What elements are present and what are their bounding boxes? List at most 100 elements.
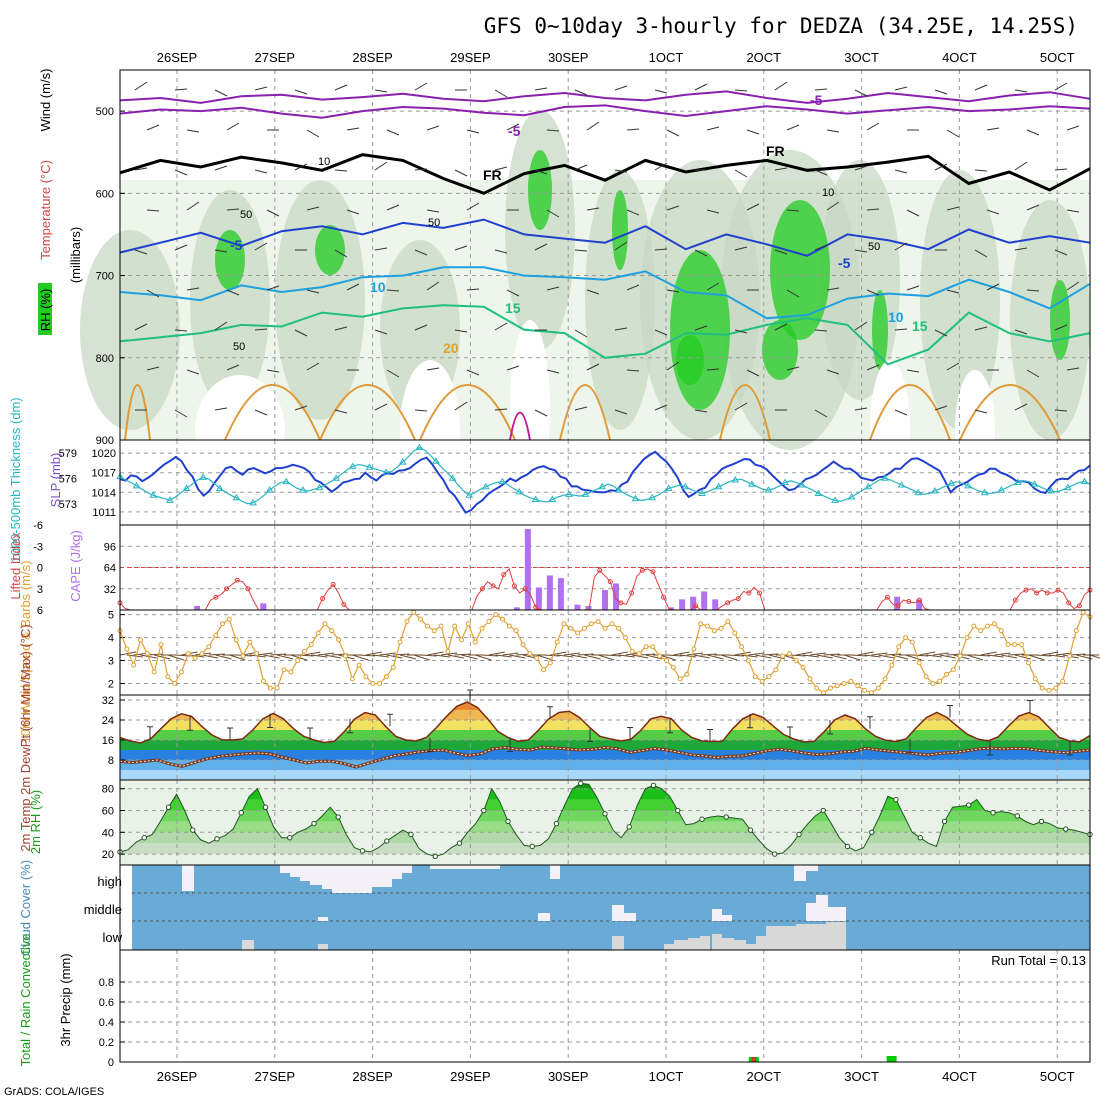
wind-speed-marker	[971, 623, 977, 629]
wind-barb	[986, 127, 1000, 131]
wind-barb	[826, 201, 840, 211]
wind-speed-marker	[677, 676, 683, 682]
wind-barb	[294, 405, 308, 411]
date-label-top: 29SEP	[450, 50, 490, 65]
cloud-high-block	[550, 865, 560, 879]
cloud-low-block	[756, 936, 766, 950]
cloud-low-block	[746, 944, 758, 950]
wind-speed-marker	[759, 678, 765, 684]
wind-barb-10m	[803, 654, 820, 658]
isotherm-label: 15	[505, 300, 521, 316]
lifted-index-marker	[1034, 590, 1040, 596]
wind-barb	[1066, 125, 1080, 131]
wind-barb-10m	[973, 654, 990, 657]
wind-barb-10m	[762, 653, 779, 656]
rh-marker	[723, 814, 729, 820]
date-label-bottom: 1OCT	[649, 1069, 684, 1084]
thickness-marker	[365, 463, 374, 470]
wind-speed-marker	[1005, 641, 1011, 647]
wind-barb	[134, 323, 148, 331]
rh-marker	[311, 820, 317, 827]
wind-speed-marker	[862, 687, 868, 693]
rh-shaded-area	[190, 190, 270, 410]
rh-shaded-area	[528, 150, 552, 230]
thickness-marker	[698, 489, 706, 497]
cape-bar	[574, 604, 581, 610]
wind-speed-marker	[923, 674, 929, 680]
lifted-index-marker	[661, 594, 667, 600]
wind-barb	[1014, 329, 1028, 335]
wind-barb-10m	[372, 654, 389, 658]
cloud-high-block	[290, 865, 300, 877]
rh-2m-axis-label: 2m RH (%)	[28, 790, 43, 854]
slp-tick-label: 1011	[92, 507, 116, 519]
wind-barb	[494, 322, 508, 331]
wind-speed-marker	[1073, 628, 1079, 634]
wind-barb-10m	[891, 654, 909, 660]
lifted-index-marker	[1066, 600, 1072, 606]
wind-speed-marker	[561, 621, 567, 627]
wind-barb	[306, 289, 320, 294]
wind-speed-marker	[479, 625, 485, 631]
cloud-high-block	[490, 865, 500, 869]
wind-barb-10m	[427, 651, 444, 656]
wind-speed-marker	[547, 660, 553, 666]
wind-barb-10m	[208, 653, 225, 656]
cape-bar	[535, 587, 542, 610]
wind-barb	[974, 169, 988, 172]
wind-speed-marker	[568, 625, 574, 631]
wind-speed-marker	[889, 662, 895, 668]
isotherm-20	[319, 384, 416, 441]
rh-shaded-area	[920, 170, 1000, 430]
y-tick-label: 32	[102, 695, 114, 707]
temp-band	[120, 720, 1090, 730]
temp-band	[120, 750, 1090, 760]
wind-barb-10m	[748, 652, 765, 656]
wind-barb	[746, 369, 760, 377]
wind-barb	[786, 209, 800, 212]
cape-tick-label: 96	[104, 541, 116, 553]
wind-speed-marker	[575, 630, 581, 636]
wind-barb-10m	[632, 654, 649, 659]
wind-barb-10m	[495, 654, 512, 658]
wind-speed-marker	[800, 664, 806, 670]
wind-speed-marker	[144, 651, 150, 657]
wind-barb	[774, 249, 788, 255]
isotherm-label: 10	[888, 309, 904, 325]
wind-barb-10m	[659, 654, 676, 661]
wind-barb	[214, 165, 228, 171]
wind-barb	[826, 287, 840, 291]
rh-band	[120, 854, 1090, 865]
lifted-index-marker	[1044, 590, 1050, 596]
date-label-top: 1OCT	[649, 50, 684, 65]
wind-barb-10m	[1007, 653, 1025, 656]
temp-band	[120, 740, 1090, 750]
isotherm-line	[119, 304, 1091, 366]
wind-speed-marker	[807, 676, 813, 682]
rh-marker	[287, 835, 293, 841]
date-label-bottom: 4OCT	[942, 1069, 977, 1084]
cloud-high-block	[806, 865, 818, 871]
thickness-marker	[980, 488, 989, 496]
wind-10m-axis-label: 10m Wind Speed & Barbs (m/s)	[18, 561, 33, 744]
wind-speed-marker	[882, 676, 888, 682]
wind-barb	[814, 409, 828, 418]
wind-barb	[946, 289, 960, 294]
wind-barb	[946, 129, 960, 138]
wind-barb	[386, 369, 400, 378]
wind-speed-marker	[158, 641, 164, 647]
wind-barb-10m	[823, 653, 840, 656]
wind-speed-marker	[786, 651, 792, 657]
footer-credit: GrADS: COLA/IGES	[4, 1086, 104, 1098]
wind-barb-10m	[147, 653, 164, 656]
isotherm-label: 10	[370, 279, 386, 295]
wind-barb	[374, 329, 388, 335]
wind-barb-10m	[386, 654, 403, 659]
temp-band	[120, 730, 1090, 740]
isotherm-line	[119, 104, 1091, 119]
y-axis-labels: RH (%) Temperature (°C) Wind (m/s) (milliba…	[8, 69, 83, 1067]
cape-bar	[557, 578, 564, 610]
wind-barb	[226, 364, 240, 371]
cape-bar	[260, 603, 267, 610]
cape-bar	[513, 607, 520, 610]
